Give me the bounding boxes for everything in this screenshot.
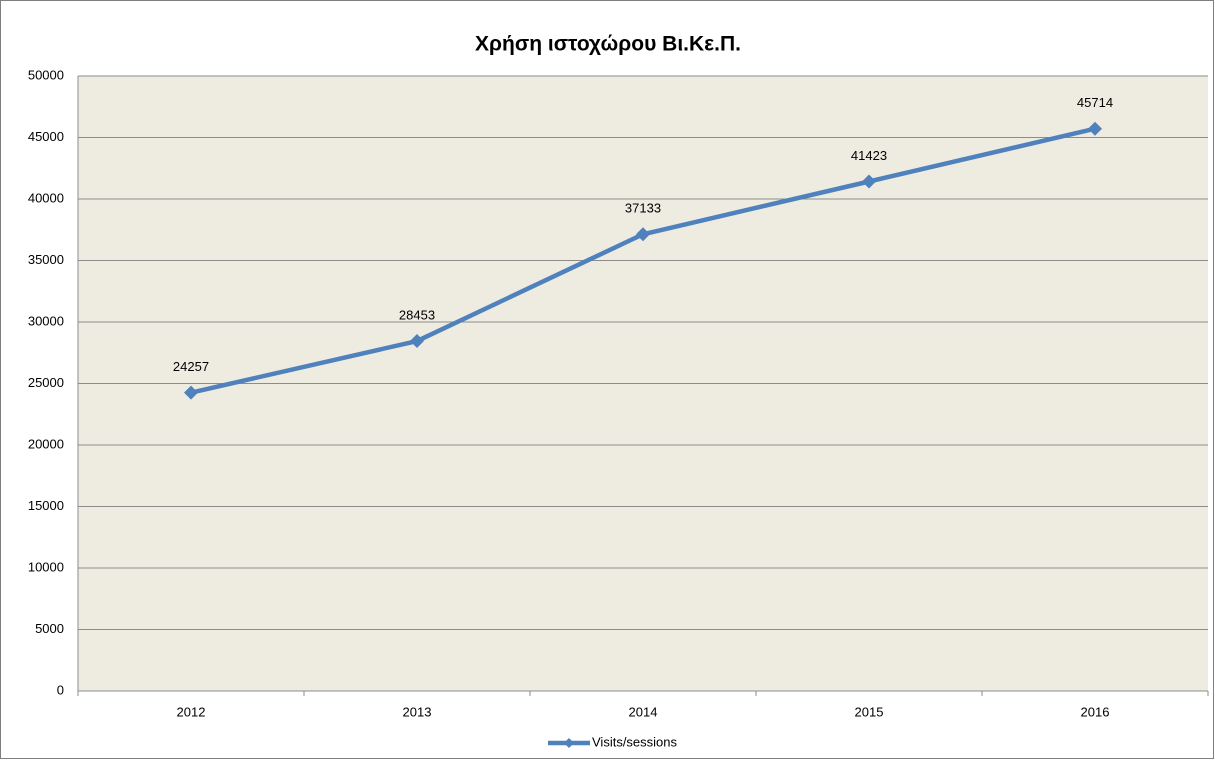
y-tick-label: 20000 [28,436,64,451]
y-tick-label: 45000 [28,129,64,144]
y-tick-label: 35000 [28,252,64,267]
y-tick-label: 50000 [28,67,64,82]
x-tick-label: 2015 [855,704,884,719]
y-tick-label: 15000 [28,498,64,513]
x-tick-label: 2014 [629,704,658,719]
data-label: 24257 [173,359,209,374]
x-tick-label: 2016 [1081,704,1110,719]
chart-title: Χρήση ιστοχώρου Βι.Κε.Π. [475,33,741,56]
data-label: 28453 [399,307,435,322]
data-point [862,174,876,189]
y-tick-label: 25000 [28,375,64,390]
legend-marker [564,738,574,748]
data-label: 41423 [851,148,887,163]
data-point [184,385,198,400]
data-label: 45714 [1077,95,1113,110]
data-point [636,227,650,242]
y-tick-label: 40000 [28,190,64,205]
data-label: 37133 [625,201,661,216]
x-tick-label: 2012 [177,704,206,719]
y-tick-label: 0 [57,682,64,697]
data-point [1088,121,1102,136]
y-tick-label: 10000 [28,559,64,574]
y-tick-label: 5000 [35,621,64,636]
legend-label: Visits/sessions [592,734,678,749]
y-tick-label: 30000 [28,313,64,328]
data-point [410,334,424,349]
x-tick-label: 2013 [403,704,432,719]
